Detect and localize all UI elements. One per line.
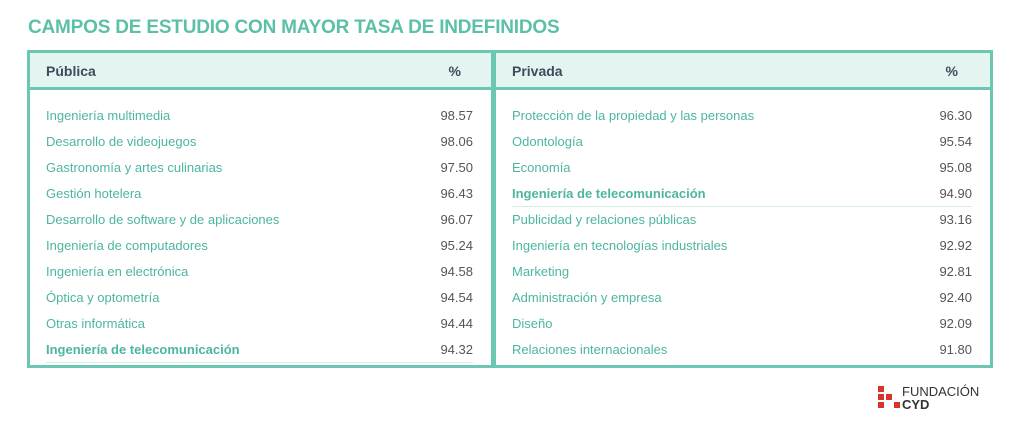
table-row: Ingeniería en electrónica 94.58: [46, 259, 473, 284]
table-row: Ingeniería de telecomunicación 94.90: [512, 181, 972, 207]
row-label: Ingeniería multimedia: [46, 108, 171, 123]
row-label: Gastronomía y artes culinarias: [46, 160, 223, 175]
logo-text: CYD: [902, 397, 930, 412]
table-row: Otras informática 94.44: [46, 311, 473, 336]
row-value: 97.50: [440, 160, 473, 175]
table-row: Ingeniería de computadores 95.24: [46, 233, 473, 258]
row-value: 98.06: [440, 134, 473, 149]
row-value: 92.40: [939, 290, 972, 305]
table-row: Odontología 95.54: [512, 129, 972, 154]
table-row: Relaciones internacionales 91.80: [512, 337, 972, 362]
table-row: Ingeniería multimedia 98.57: [46, 103, 473, 128]
row-label: Marketing: [512, 264, 570, 279]
row-label: Publicidad y relaciones públicas: [512, 212, 697, 227]
row-value: 95.08: [939, 160, 972, 175]
table-row: Administración y empresa 92.40: [512, 285, 972, 310]
row-label: Administración y empresa: [512, 290, 662, 305]
row-label: Desarrollo de videojuegos: [46, 134, 197, 149]
row-value: 92.09: [939, 316, 972, 331]
row-value: 91.80: [939, 342, 972, 357]
table-header: Pública%: [30, 53, 491, 90]
header-cell: %: [448, 63, 461, 79]
row-value: 93.16: [939, 212, 972, 227]
row-value: 94.90: [939, 186, 972, 201]
row-value: 96.43: [440, 186, 473, 201]
header-cell: Privada: [512, 63, 563, 79]
table-row: Ingeniería de telecomunicación 94.32: [46, 337, 473, 363]
table-row: Óptica y optometría 94.54: [46, 285, 473, 310]
row-value: 94.32: [440, 342, 473, 357]
table-row: Economía 95.08: [512, 155, 972, 180]
row-label: Relaciones internacionales: [512, 342, 668, 357]
row-value: 94.58: [440, 264, 473, 279]
table-header: Privada%: [496, 53, 990, 90]
row-label: Odontología: [512, 134, 583, 149]
row-label: Ingeniería en tecnologías industriales: [512, 238, 728, 253]
row-value: 96.30: [939, 108, 972, 123]
row-label: Protección de la propiedad y las persona…: [512, 108, 755, 123]
row-label: Diseño: [512, 316, 553, 331]
row-value: 95.54: [939, 134, 972, 149]
table-row: Ingeniería en tecnologías industriales 92…: [512, 233, 972, 258]
row-label: Otras informática: [46, 316, 145, 331]
table-panel: Privada% Protección de la propiedad y las…: [493, 50, 993, 368]
row-label: Ingeniería de telecomunicación: [46, 342, 240, 357]
logo-text: FUNDACIÓN: [902, 384, 980, 399]
table-row: Diseño 92.09: [512, 311, 972, 336]
row-label: Gestión hotelera: [46, 186, 142, 201]
row-label: Ingeniería en electrónica: [46, 264, 189, 279]
table-row: Protección de la propiedad y las persona…: [512, 103, 972, 128]
row-label: Óptica y optometría: [46, 290, 160, 305]
row-label: Economía: [512, 160, 571, 175]
row-label: Ingeniería de telecomunicación: [512, 186, 706, 201]
header-cell: %: [945, 63, 958, 79]
row-label: Ingeniería de computadores: [46, 238, 208, 253]
table-row: Desarrollo de software y de aplicaciones…: [46, 207, 473, 232]
row-value: 92.81: [939, 264, 972, 279]
logo-icon: [878, 386, 900, 408]
row-value: 98.57: [440, 108, 473, 123]
row-value: 94.44: [440, 316, 473, 331]
table-row: Marketing 92.81: [512, 259, 972, 284]
row-value: 95.24: [440, 238, 473, 253]
table-panel: Pública% Ingeniería multimedia 98.57 Desarr…: [27, 50, 494, 368]
row-value: 94.54: [440, 290, 473, 305]
table-row: Desarrollo de videojuegos 98.06: [46, 129, 473, 154]
row-label: Desarrollo de software y de aplicaciones: [46, 212, 280, 227]
header-cell: Pública: [46, 63, 96, 79]
row-value: 96.07: [440, 212, 473, 227]
title: CAMPOS DE ESTUDIO CON MAYOR TASA DE INDE…: [28, 17, 560, 38]
table-row: Publicidad y relaciones públicas 93.16: [512, 207, 972, 232]
table-row: Gastronomía y artes culinarias 97.50: [46, 155, 473, 180]
row-value: 92.92: [939, 238, 972, 253]
table-row: Gestión hotelera 96.43: [46, 181, 473, 206]
